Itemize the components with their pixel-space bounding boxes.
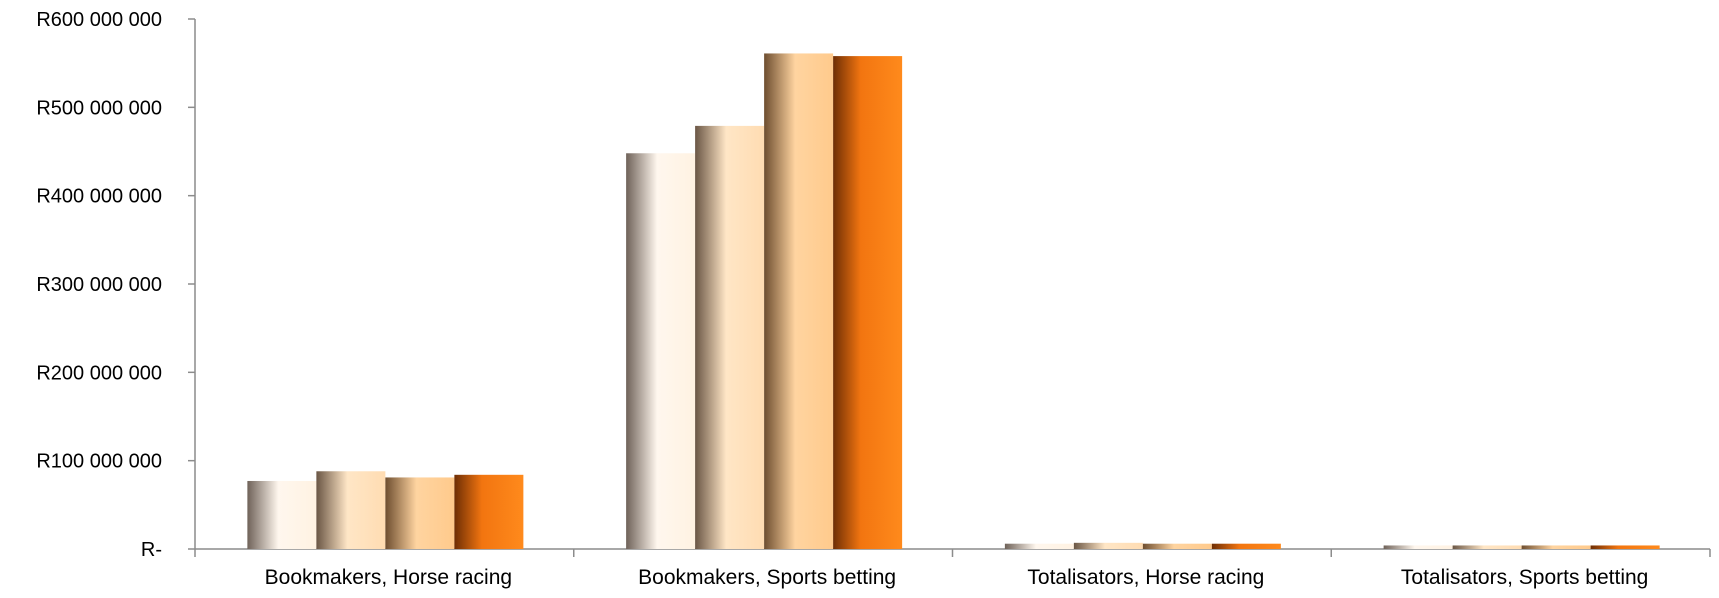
y-tick-label: R- [141,539,162,561]
y-tick-label: R400 000 000 [36,186,162,208]
bar-series-2-2 [1073,542,1143,549]
tick-labels: R- R100 000 000 R200 000 000 R300 000 000 R4… [36,9,1648,589]
y-tick-label: R100 000 000 [36,451,162,473]
bar-series-3-3 [1521,545,1591,549]
bar-series-4-0 [454,474,524,549]
bar-series-1-0 [247,480,317,549]
y-tick-label: R200 000 000 [36,362,162,384]
bar-series-3-1 [764,53,834,549]
axes [188,18,1711,557]
bar-series-1-3 [1383,545,1453,549]
bar-series-3-2 [1142,543,1212,549]
bars [247,53,1660,549]
bar-series-2-3 [1452,545,1522,549]
y-tick-label: R600 000 000 [36,9,162,31]
bar-series-1-1 [626,153,696,549]
bar-series-1-2 [1004,543,1074,549]
bar-series-2-1 [695,125,765,549]
x-tick-label: Totalisators, Horse racing [1027,566,1264,589]
bar-series-4-1 [833,56,903,549]
x-tick-label: Bookmakers, Sports betting [638,566,896,589]
bar-series-3-0 [385,477,455,549]
x-tick-label: Totalisators, Sports betting [1401,566,1648,589]
y-tick-label: R300 000 000 [36,274,162,296]
x-tick-label: Bookmakers, Horse racing [265,566,512,589]
bar-series-4-3 [1590,545,1660,549]
y-tick-label: R500 000 000 [36,97,162,119]
bar-series-4-2 [1211,543,1281,549]
bar-series-2-0 [316,471,386,549]
